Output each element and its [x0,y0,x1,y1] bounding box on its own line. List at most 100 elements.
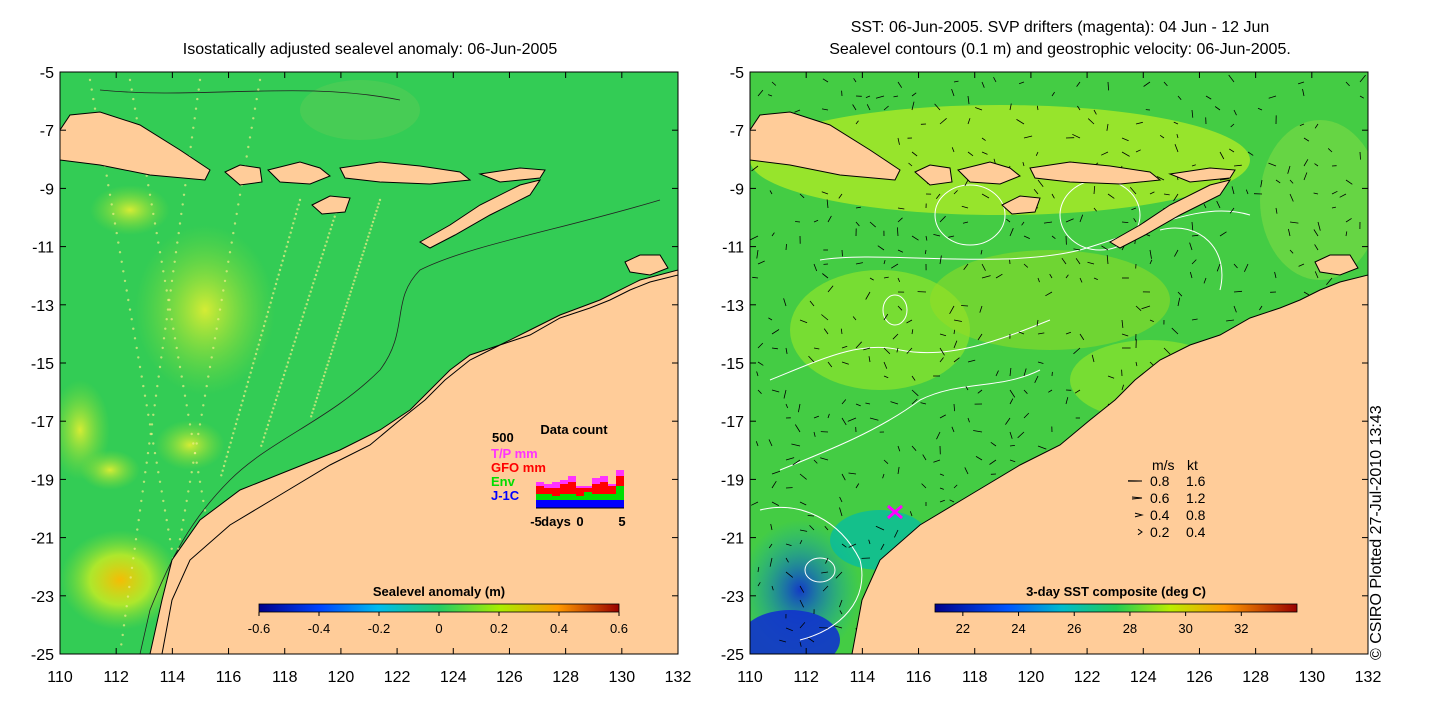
speed-key-kt-value: 0.8 [1186,507,1206,523]
speed-key-ms-value: 0.2 [1150,524,1170,540]
colorbar-tick-label: 26 [1067,621,1081,636]
data-count-bar [616,486,624,500]
lon-tick-label: 132 [665,669,692,686]
lon-tick-label: 116 [906,669,932,686]
speed-key-arrow [1131,496,1143,500]
lon-tick-label: 128 [1242,669,1269,686]
data-count-legend-item: Env [491,474,516,489]
right-map-title-line2: Sealevel contours (0.1 m) and geostrophi… [829,41,1291,58]
data-count-bar [552,500,560,508]
data-count-bar [576,488,584,496]
data-count-bar [576,500,584,508]
data-count-bar [584,492,592,500]
left-axes: -5 -7 -9 -11 -13 -15 -17 -19 -21 -23 -25 110 112 114 1… [31,65,692,686]
csiro-credit: © CSIRO Plotted 27-Jul-2010 13:43 [1368,405,1385,660]
lat-tick-label: -19 [721,472,744,489]
lon-tick-label: 116 [216,669,242,686]
lon-tick-label: 130 [608,669,635,686]
sealevel-contours [759,179,1251,641]
colorbar-tick-label: 28 [1123,621,1137,636]
lat-tick-label: -15 [31,356,54,373]
lon-tick-label: 126 [496,669,523,686]
colorbar-tick-label: 32 [1234,621,1248,636]
lon-tick-label: 132 [1355,669,1382,686]
lat-tick-label: -23 [721,589,744,606]
speed-key: m/s kt0.8 1.60.6 1.20.4 0.80.2 0.4 [1127,457,1206,540]
data-count-xtick: 5 [618,514,625,529]
svp-drifter-marker [887,504,903,520]
data-count-xlabel: days [541,514,571,529]
lon-tick-label: 118 [272,669,298,686]
lon-tick-label: 114 [160,669,186,686]
data-count-bar [616,500,624,508]
lon-tick-label: 124 [1130,669,1157,686]
speed-key-ms-value: 0.4 [1150,507,1170,523]
right-map-title-line1: SST: 06-Jun-2005. SVP drifters (magenta)… [850,19,1270,36]
data-count-bar [560,500,568,508]
speed-key-arrow [1137,528,1143,536]
lon-tick-label: 110 [47,669,73,686]
lon-tick-label: 130 [1298,669,1325,686]
lon-tick-label: 118 [962,669,988,686]
colorbar-tick-label: 0 [435,621,442,636]
data-count-bar [568,494,576,500]
speed-key-kt-header: kt [1187,457,1198,473]
colorbar-tick-label: -0.4 [308,621,330,636]
sst-colorbar: 3-day SST composite (deg C) 22 24 26 28 30 32 [934,584,1298,636]
data-count-bar [576,496,584,500]
lat-tick-label: -5 [730,65,744,82]
data-count-bar [544,494,552,500]
sla-colorbar: Sealevel anomaly (m) -0.6 -0.4 -0.2 0 0.2 0.4… [248,584,628,636]
data-count-bar [568,476,576,482]
data-count-bar [560,480,568,484]
data-count-bar [576,486,584,488]
speed-key-kt-value: 1.2 [1186,490,1206,506]
data-count-bar [600,494,608,500]
data-count-bar [536,482,544,486]
lon-tick-label: 124 [440,669,467,686]
speed-key-kt-value: 1.6 [1186,473,1206,489]
data-count-bar [608,494,616,500]
data-count-bar [536,500,544,508]
data-count-xtick: -5 [530,514,542,529]
right-land [750,111,1368,654]
lon-tick-label: 126 [1186,669,1213,686]
data-count-bar [584,486,592,488]
lat-tick-label: -7 [730,123,744,140]
data-count-bar [568,500,576,508]
lat-tick-label: -11 [32,240,54,257]
lat-tick-label: -9 [40,181,54,198]
data-count-bar [584,488,592,492]
lon-tick-label: 114 [850,669,876,686]
data-count-bar [608,486,616,494]
data-count-legend-item: GFO mm [491,460,546,475]
data-count-legend-item: T/P mm [491,446,538,461]
lat-tick-label: -15 [721,356,744,373]
speed-key-ms-header: m/s [1152,457,1175,473]
data-count-ymax: 500 [492,430,514,445]
lon-tick-label: 112 [103,669,129,686]
data-count-bar [536,494,544,500]
right-map: m/s kt0.8 1.60.6 1.20.4 0.80.2 0.4 [750,72,1368,654]
right-axes: -5 -7 -9 -11 -13 -15 -17 -19 -21 -23 -25 110 112 114 1… [721,65,1382,686]
data-count-bar [552,496,560,500]
data-count-legend-item: J-1C [491,488,520,503]
lon-tick-label: 110 [737,669,763,686]
lon-tick-label: 120 [328,669,355,686]
data-count-bar [616,470,624,476]
data-count-bar [600,482,608,494]
speed-key-arrow [1134,512,1144,518]
lat-tick-label: -17 [721,414,744,431]
colorbar-tick-label: 0.6 [610,621,628,636]
lat-tick-label: -9 [730,181,744,198]
colorbar-tick-label: 24 [1011,621,1025,636]
sla-highs [60,80,420,630]
data-count-bar [592,500,600,508]
left-continent [161,274,678,654]
data-count-bar [608,484,616,486]
lon-tick-label: 112 [793,669,819,686]
data-count-bar [616,476,624,486]
